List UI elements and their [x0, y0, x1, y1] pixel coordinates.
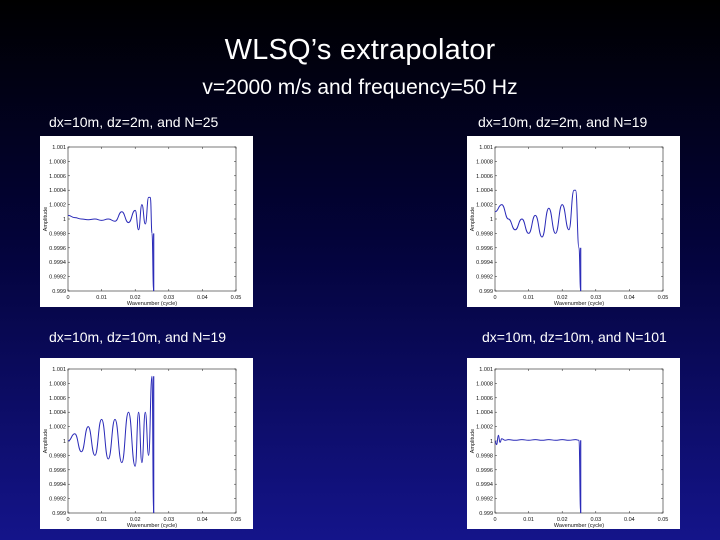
y-tick-label: 0.9992 — [49, 497, 66, 503]
x-axis-label: Wavenumber (cycle) — [127, 523, 177, 529]
x-tick-label: 0.01 — [96, 517, 107, 523]
y-tick-label: 1 — [63, 439, 66, 445]
y-tick-label: 0.999 — [479, 289, 493, 295]
x-tick-label: 0.02 — [557, 295, 568, 301]
panel-label-1: dx=10m, dz=2m, and N=25 — [49, 114, 219, 130]
y-tick-label: 1.0004 — [49, 410, 66, 416]
x-tick-label: 0.03 — [163, 295, 174, 301]
y-tick-label: 1.0002 — [476, 203, 493, 209]
y-tick-label: 0.999 — [52, 289, 66, 295]
x-tick-label: 0.01 — [96, 295, 107, 301]
x-tick-label: 0.05 — [231, 295, 242, 301]
series-line — [67, 196, 155, 292]
y-tick-label: 1.001 — [479, 367, 493, 373]
y-tick-label: 0.9998 — [49, 453, 66, 459]
y-tick-label: 1.0002 — [49, 203, 66, 209]
plot-svg: 1.001 1.0008 1.0006 1.0004 1.0002 1 0.9998 0.99… — [470, 367, 669, 529]
y-axis-label: Amplitude — [470, 429, 476, 453]
panel-label-2: dx=10m, dz=2m, and N=19 — [478, 114, 648, 130]
y-tick-label: 0.9994 — [476, 482, 493, 488]
x-tick-label: 0.04 — [197, 295, 208, 301]
y-tick-label: 1.0004 — [476, 410, 493, 416]
y-tick-label: 1.0006 — [476, 174, 493, 180]
x-tick-label: 0.05 — [231, 517, 242, 523]
y-tick-label: 0.9994 — [49, 260, 66, 266]
x-tick-label: 0 — [66, 295, 69, 301]
y-tick-label: 1.001 — [52, 367, 66, 373]
panel-label-4: dx=10m, dz=10m, and N=101 — [482, 329, 667, 345]
x-tick-label: 0.05 — [658, 517, 669, 523]
series-line — [494, 189, 582, 292]
plot-panel-4: 1.001 1.0008 1.0006 1.0004 1.0002 1 0.9998 0.99… — [467, 358, 680, 529]
y-tick-label: 1.0008 — [476, 159, 493, 165]
y-tick-label: 1.0004 — [49, 188, 66, 194]
x-tick-label: 0.02 — [557, 517, 568, 523]
y-tick-label: 0.999 — [52, 511, 66, 517]
y-tick-label: 1.0002 — [476, 425, 493, 431]
y-tick-label: 0.9998 — [49, 231, 66, 237]
y-tick-label: 0.9992 — [476, 275, 493, 281]
y-tick-label: 0.9996 — [49, 246, 66, 252]
x-tick-label: 0 — [493, 517, 496, 523]
y-tick-label: 0.9994 — [49, 482, 66, 488]
y-axis-label: Amplitude — [470, 207, 476, 231]
x-tick-label: 0.02 — [130, 295, 141, 301]
panel-label-3: dx=10m, dz=10m, and N=19 — [49, 329, 227, 345]
x-tick-label: 0.02 — [130, 517, 141, 523]
x-tick-label: 0 — [493, 295, 496, 301]
y-tick-label: 1 — [490, 439, 493, 445]
y-tick-label: 1.001 — [479, 145, 493, 151]
y-tick-label: 0.9996 — [476, 246, 493, 252]
axes-frame — [494, 146, 664, 292]
plot-svg: 1.001 1.0008 1.0006 1.0004 1.0002 1 0.9998 0.99… — [470, 145, 669, 307]
x-axis-label: Wavenumber (cycle) — [554, 523, 604, 529]
y-tick-label: 0.9998 — [476, 453, 493, 459]
plot-panel-3: 1.001 1.0008 1.0006 1.0004 1.0002 1 0.9998 0.99… — [40, 358, 253, 529]
y-tick-label: 1.0008 — [49, 381, 66, 387]
x-tick-label: 0.04 — [197, 517, 208, 523]
y-axis-label: Amplitude — [43, 207, 49, 231]
series-line — [494, 434, 582, 514]
y-tick-label: 1.0006 — [49, 396, 66, 402]
y-tick-label: 0.9994 — [476, 260, 493, 266]
y-tick-label: 1.0006 — [476, 396, 493, 402]
x-tick-label: 0.03 — [590, 517, 601, 523]
y-axis-label: Amplitude — [43, 429, 49, 453]
y-tick-label: 1 — [490, 217, 493, 223]
y-tick-label: 1.0006 — [49, 174, 66, 180]
y-tick-label: 1.0008 — [49, 159, 66, 165]
plot-svg: 1.001 1.0008 1.0006 1.0004 1.0002 1 0.9998 0.99… — [43, 367, 242, 529]
x-tick-label: 0.03 — [590, 295, 601, 301]
y-tick-label: 1 — [63, 217, 66, 223]
slide-title: WLSQ’s extrapolator — [224, 34, 496, 66]
y-tick-label: 0.9996 — [476, 468, 493, 474]
y-tick-label: 0.9992 — [49, 275, 66, 281]
x-tick-label: 0.04 — [624, 517, 635, 523]
plot-panel-1: 1.001 1.0008 1.0006 1.0004 1.0002 1 0.9998 0.99… — [40, 136, 253, 307]
x-axis-label: Wavenumber (cycle) — [127, 301, 177, 307]
x-tick-label: 0.01 — [523, 295, 534, 301]
slide-subtitle: v=2000 m/s and frequency=50 Hz — [202, 76, 518, 99]
y-tick-label: 1.001 — [52, 145, 66, 151]
y-tick-label: 0.9996 — [49, 468, 66, 474]
y-tick-label: 0.9998 — [476, 231, 493, 237]
y-tick-label: 1.0004 — [476, 188, 493, 194]
y-tick-label: 1.0002 — [49, 425, 66, 431]
x-tick-label: 0.04 — [624, 295, 635, 301]
x-tick-label: 0.01 — [523, 517, 534, 523]
series-line — [67, 375, 155, 514]
x-tick-label: 0.05 — [658, 295, 669, 301]
x-tick-label: 0.03 — [163, 517, 174, 523]
x-tick-label: 0 — [66, 517, 69, 523]
plot-svg: 1.001 1.0008 1.0006 1.0004 1.0002 1 0.9998 0.99… — [43, 145, 242, 307]
y-tick-label: 1.0008 — [476, 381, 493, 387]
plot-panel-2: 1.001 1.0008 1.0006 1.0004 1.0002 1 0.9998 0.99… — [467, 136, 680, 307]
x-axis-label: Wavenumber (cycle) — [554, 301, 604, 307]
y-tick-label: 0.9992 — [476, 497, 493, 503]
y-tick-label: 0.999 — [479, 511, 493, 517]
